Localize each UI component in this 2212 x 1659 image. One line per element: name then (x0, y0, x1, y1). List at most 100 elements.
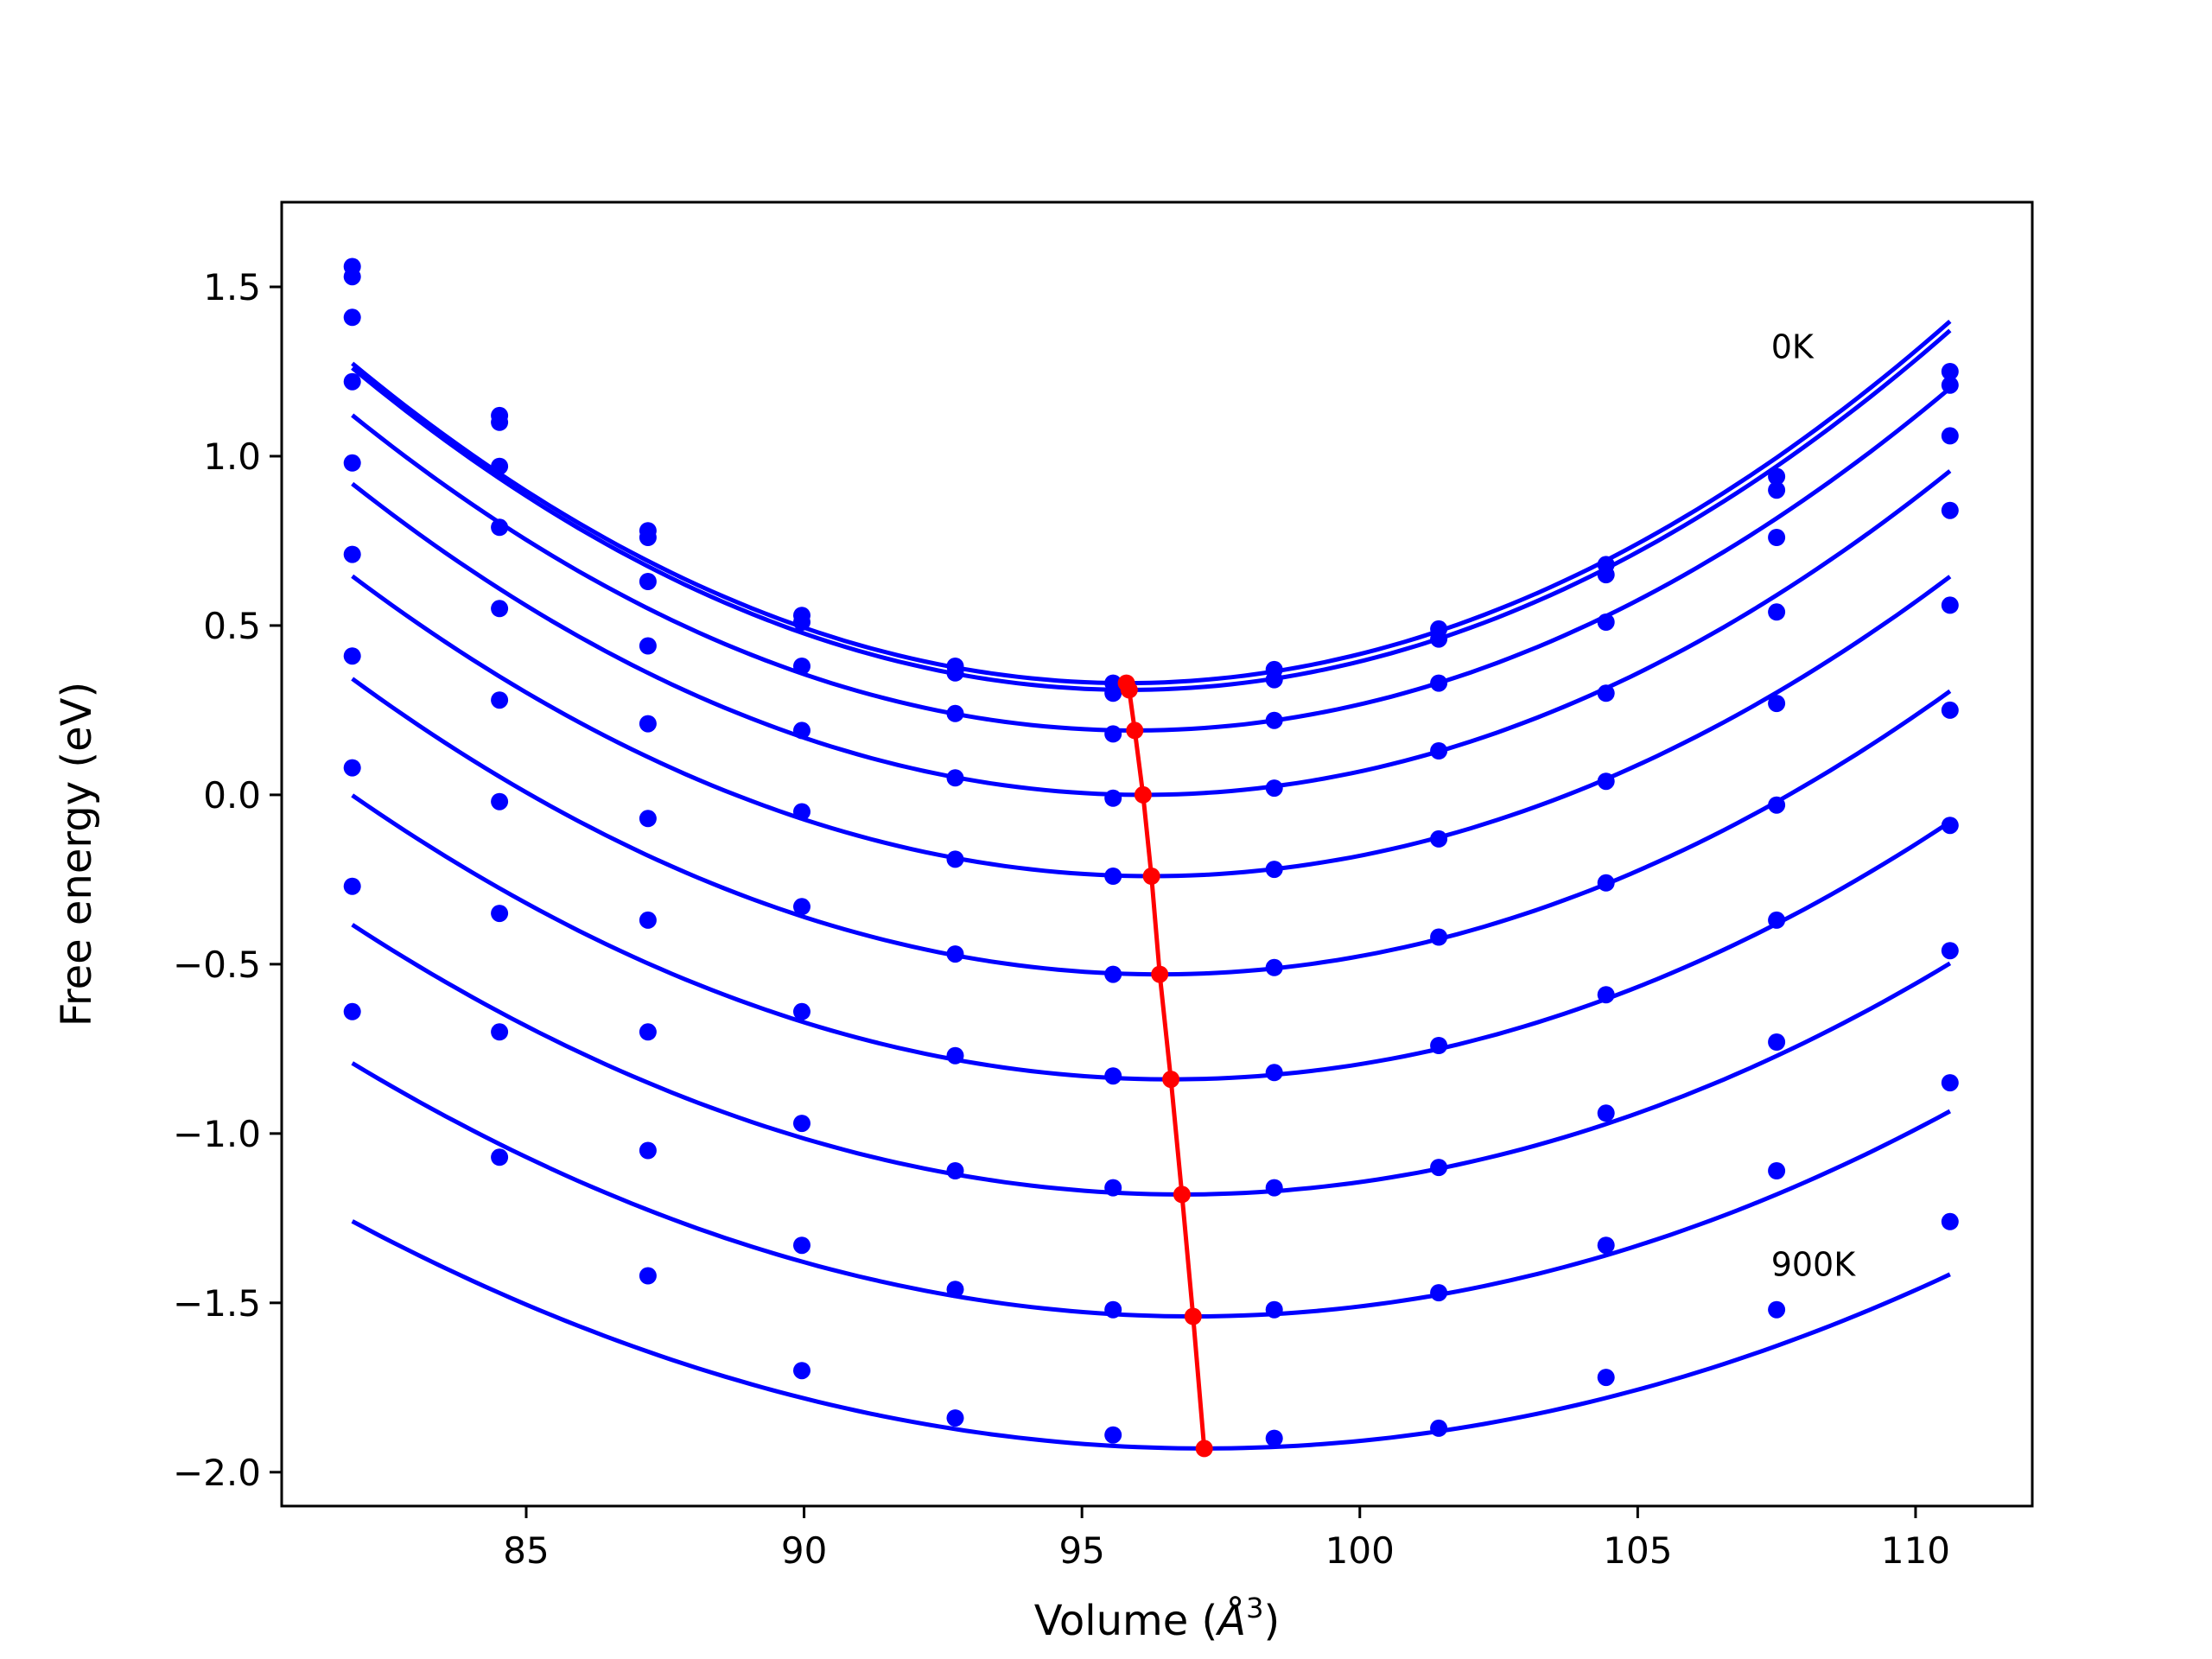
series-9-point (491, 1023, 509, 1041)
series-5-point (1104, 868, 1122, 885)
annotation-label: 900K (1771, 1245, 1857, 1283)
series-8-point (1265, 1179, 1283, 1197)
series-3-fit-line (351, 386, 1952, 733)
annotation-label: 0K (1771, 327, 1815, 365)
series-9-point (1768, 1162, 1786, 1179)
series-7-point (639, 911, 657, 929)
series-5-point (491, 600, 509, 618)
series-5-point (1941, 596, 1959, 614)
series-7-point (1941, 817, 1959, 835)
series-8-point (793, 1115, 810, 1133)
series-9-point (946, 1281, 964, 1299)
series-8-point (1941, 942, 1959, 960)
x-axis-label-unit: Å (1215, 1596, 1246, 1645)
series-7-point (1768, 911, 1786, 929)
y-tick-label: 1.0 (203, 435, 261, 478)
series-4-point (491, 518, 509, 537)
series-7-point (343, 647, 361, 665)
series-9-point (793, 1236, 810, 1255)
series-9-point (343, 877, 361, 895)
series-10-point (639, 1267, 657, 1285)
series-8-point (1430, 1159, 1448, 1177)
series-5-point (946, 850, 964, 868)
series-10-point (946, 1409, 964, 1427)
series-4-point (946, 769, 964, 787)
y-tick-label: −1.5 (173, 1282, 261, 1325)
y-tick-label: 1.5 (203, 266, 261, 308)
series-6-point (1768, 796, 1786, 814)
series-7-point (793, 1002, 810, 1020)
series-7 (343, 647, 1959, 1085)
series-10-point (491, 1148, 509, 1166)
series-5-point (1768, 695, 1786, 713)
series-10-fit-line (351, 1219, 1951, 1451)
series-8-point (946, 1162, 964, 1179)
x-axis: 85 90 95 100 105 110 (503, 1506, 1950, 1572)
series-4-point (1430, 742, 1448, 760)
series-6-point (1597, 874, 1615, 892)
series-2-point (1104, 684, 1122, 702)
series-2-point (343, 268, 361, 286)
minima-series (1117, 674, 1213, 1458)
series-2-point (1430, 630, 1448, 648)
series-4-point (1104, 789, 1122, 807)
y-axis: −2.0 −1.5 −1.0 −0.5 0.0 0.5 1.0 1.5 (173, 266, 282, 1494)
series-1-fit-line (351, 320, 1952, 686)
series-2-point (491, 413, 509, 431)
series-7-point (946, 1046, 964, 1065)
series-3-point (1941, 427, 1959, 445)
series-3-point (1430, 674, 1448, 692)
series-10 (343, 1002, 1959, 1451)
series-9-point (1265, 1300, 1283, 1319)
series-9-point (1430, 1284, 1448, 1302)
series-9-fit-line (351, 1061, 1951, 1319)
series-8-point (1597, 1104, 1615, 1122)
series-6-point (1430, 928, 1448, 946)
x-tick-label: 110 (1881, 1529, 1950, 1572)
y-tick-label: 0.5 (203, 605, 261, 647)
y-tick-label: −0.5 (173, 944, 261, 986)
series-1-point (1768, 467, 1786, 486)
series-3 (343, 308, 1959, 743)
series-3-point (793, 658, 810, 675)
series-6-point (639, 810, 657, 828)
series-10-point (1941, 1212, 1959, 1230)
minimum-point (1195, 1440, 1213, 1458)
series-8 (343, 759, 1959, 1197)
series-4-point (639, 637, 657, 655)
series-5-point (793, 803, 810, 821)
series-6-point (1104, 965, 1122, 983)
series-5-point (1597, 772, 1615, 791)
series-5-point (343, 454, 361, 472)
series-2-point (1597, 566, 1615, 584)
series-7-point (1597, 986, 1615, 1004)
series-7-point (1104, 1067, 1122, 1085)
x-axis-label-close: ) (1263, 1597, 1280, 1645)
series-10-point (1430, 1419, 1448, 1437)
series-4-point (1597, 684, 1615, 702)
series-9-point (639, 1141, 657, 1160)
series-9-point (1597, 1236, 1615, 1255)
series-10-point (343, 1002, 361, 1020)
series-7-point (1430, 1037, 1448, 1054)
series-9-point (1941, 1074, 1959, 1092)
series-8-fit-line (351, 923, 1952, 1197)
minimum-point (1173, 1185, 1191, 1204)
series-3-point (491, 457, 509, 475)
series-6-point (1265, 958, 1283, 976)
series-2 (343, 268, 1959, 702)
series-6-point (946, 945, 964, 963)
series-3-point (1265, 711, 1283, 729)
series-5-point (639, 715, 657, 733)
series-6-point (793, 898, 810, 916)
series-4-point (1941, 501, 1959, 519)
y-tick-label: −1.0 (173, 1113, 261, 1155)
series-4-point (1768, 603, 1786, 621)
x-axis-label-exponent: 3 (1246, 1592, 1263, 1624)
series-7-point (1265, 1064, 1283, 1082)
minimum-point (1134, 785, 1152, 804)
annotations: 0K 900K (1771, 327, 1857, 1283)
minima-line (1124, 682, 1207, 1449)
series-8-point (491, 905, 509, 923)
series-3-point (639, 573, 657, 590)
